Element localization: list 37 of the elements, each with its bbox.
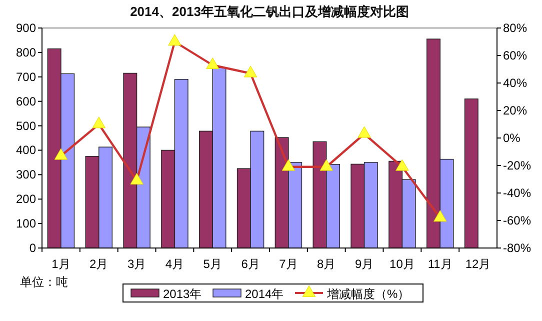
y2-tick-label: 0% [503,131,521,145]
y2-tick-label: 40% [503,76,528,90]
x-tick-label: 4月 [165,257,184,271]
x-tick-label: 10月 [390,257,415,271]
y2-tick-label: 80% [503,21,528,35]
x-tick-label: 6月 [241,257,260,271]
y2-tick-label: 60% [503,48,528,62]
chart-title: 2014、2013年五氧化二钒出口及增减幅度对比图 [130,4,409,19]
y2-tick-label: -40% [503,186,532,200]
x-tick-label: 1月 [52,257,70,271]
y2-tick-label: -20% [503,158,532,172]
y-tick-label: 700 [16,70,36,84]
legend-label: 2013年 [163,287,202,301]
y-tick-label: 900 [16,21,36,35]
bar [464,98,478,248]
x-tick-label: 11月 [428,257,452,271]
y2-tick-label: -80% [503,241,532,255]
x-tick-label: 8月 [317,257,336,271]
y2-tick-label: -60% [503,214,532,228]
y-tick-label: 800 [16,45,36,60]
y-tick-label: 600 [16,94,36,108]
legend-label: 增减幅度（%） [326,287,410,301]
y-tick-label: 100 [16,216,36,231]
x-tick-label: 7月 [279,257,298,271]
y-tick-label: 200 [16,192,36,206]
text: 单位：吨 [20,275,68,289]
y2-tick-label: 20% [503,104,528,118]
x-tick-label: 3月 [127,257,146,271]
y-tick-label: 400 [16,143,36,158]
legend-label: 2014年 [245,287,284,301]
x-tick-label: 2月 [90,257,108,271]
y-tick-label: 300 [16,168,36,182]
y-tick-label: 0 [29,241,36,255]
x-tick-label: 12月 [465,257,491,271]
x-tick-label: 9月 [354,257,374,271]
x-tick-label: 5月 [203,257,222,271]
y-tick-label: 500 [16,118,36,133]
